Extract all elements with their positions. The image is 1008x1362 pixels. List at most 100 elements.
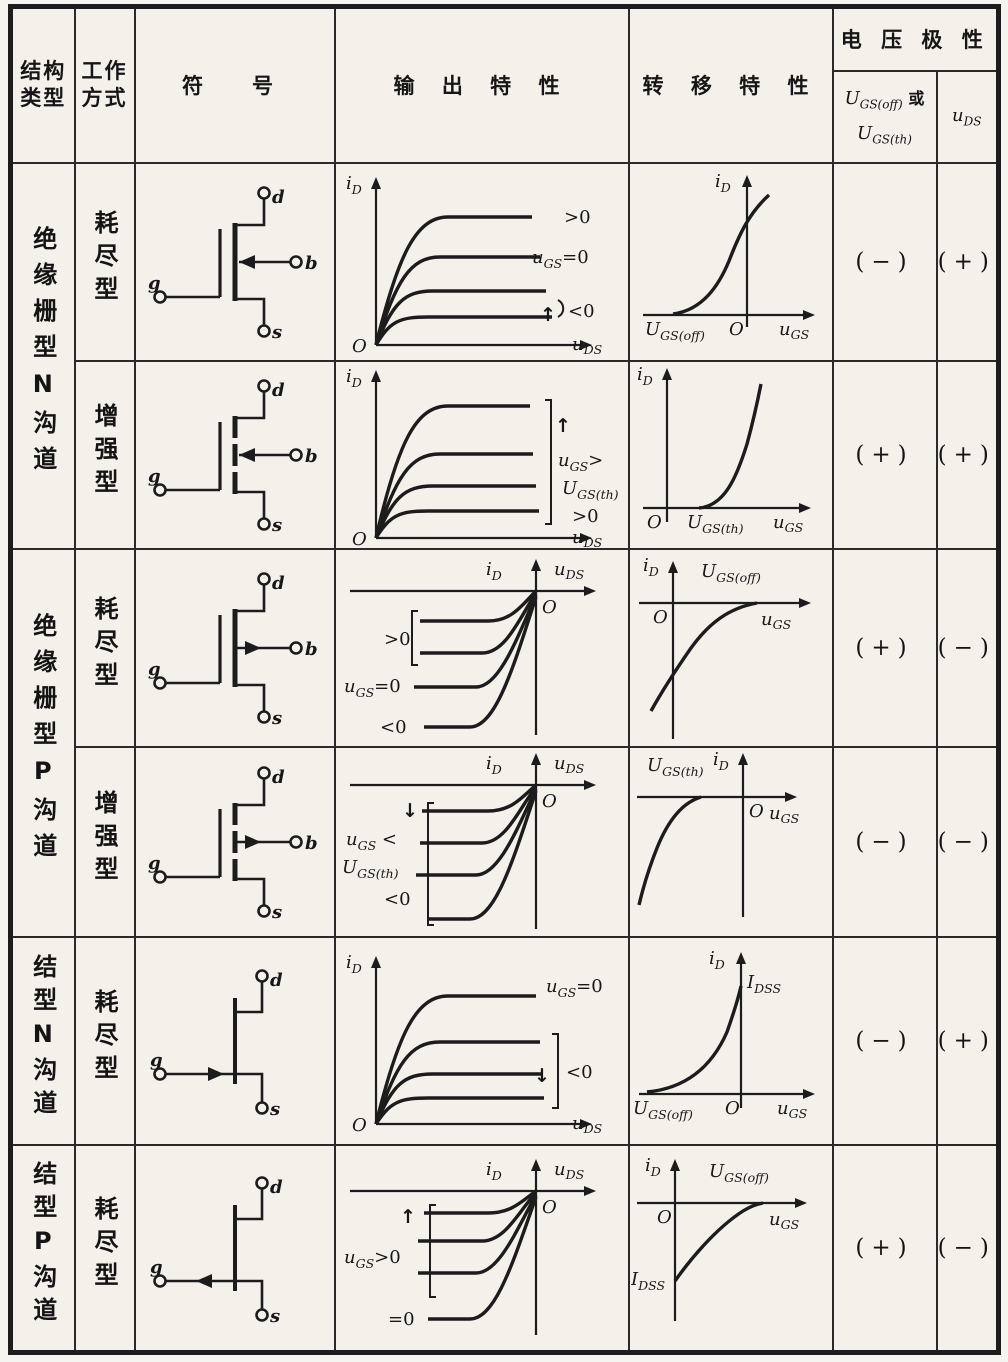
structure-type-cell: 结型P沟道 xyxy=(9,1143,76,1354)
or-label: 或 xyxy=(908,89,925,109)
curve-label: uGS=0 xyxy=(344,676,401,700)
x-axis-label: uGS xyxy=(761,609,791,632)
table-row: 增强型 d g s b xyxy=(11,745,1000,938)
mode-label: 增强型 xyxy=(90,790,118,889)
idss-label: IDSS xyxy=(631,1269,665,1293)
bracket xyxy=(426,801,434,926)
cutoff-voltage-label: UGS(off) xyxy=(701,561,761,585)
terminal-g-label: g xyxy=(148,466,161,487)
transfer-characteristic-graph: iD UGS(off) O uGS xyxy=(642,171,815,343)
transfer-characteristic-graph: iD O UGS(th) uGS xyxy=(637,364,811,536)
y-axis-label: iD xyxy=(637,364,653,388)
origin-label: O xyxy=(352,1115,367,1134)
x-axis-arrow-icon xyxy=(802,309,815,320)
curve xyxy=(646,985,743,1094)
transfer-characteristic-cell: iD UGS(off) O uGS xyxy=(627,161,834,362)
structure-type-cell: 绝缘栅型P沟道 xyxy=(9,547,76,938)
terminal-d-label: d xyxy=(272,380,285,401)
curve-label: uGS> xyxy=(558,450,603,474)
uds-polarity-cell: (+) xyxy=(935,161,1000,362)
pmos-depletion-symbol: d g s b xyxy=(148,571,317,727)
y-axis-label: iD xyxy=(709,948,725,972)
mode-label: 耗尽型 xyxy=(90,210,118,309)
curve-label: uGS>0 xyxy=(344,1247,401,1271)
curve-label: uGS < xyxy=(346,829,397,853)
y-axis-label: iD xyxy=(645,1155,661,1179)
curve-label: >0 xyxy=(564,207,591,228)
ugs-polarity-cell: (+) xyxy=(831,1143,938,1354)
ugs-th-label: UGS(th) xyxy=(857,122,912,147)
y-axis-label: iD xyxy=(346,173,362,197)
y-axis-label: iD xyxy=(486,753,502,777)
output-characteristic-graph: >0 uGS=0 <0 iD uDS O xyxy=(344,558,596,738)
x-axis-label: uDS xyxy=(554,1159,584,1182)
terminal-g-label: g xyxy=(148,853,161,874)
origin-label: O xyxy=(749,801,764,822)
origin-label: O xyxy=(542,1197,557,1218)
x-axis-label: uGS xyxy=(769,803,799,826)
structure-type-label: 结型P沟道 xyxy=(28,1161,57,1331)
mode-label: 耗尽型 xyxy=(90,596,118,695)
table-row: 绝缘栅型P沟道 耗尽型 d g s b xyxy=(9,547,1000,938)
transfer-characteristic-graph: iD IDSS UGS(off) O uGS xyxy=(633,948,815,1122)
curve-label: UGS(th) xyxy=(342,857,399,881)
terminal-d-label: d xyxy=(272,767,285,788)
symbol-cell: d g s xyxy=(133,1143,336,1354)
terminal-d-label: d xyxy=(272,187,285,208)
curve-label: >0 xyxy=(384,629,411,650)
output-characteristic-cell: ↑ uGS>0 =0 iD uDS O xyxy=(333,1143,630,1354)
curves xyxy=(373,403,539,539)
y-axis-label: iD xyxy=(486,1159,502,1183)
output-characteristic-graph: ↓ uGS < UGS(th) <0 iD uDS O xyxy=(342,752,596,929)
symbol-cell: d g s b xyxy=(133,547,336,748)
output-characteristic-cell: >0 uGS=0 <0 iD uDS O xyxy=(333,547,630,748)
curves xyxy=(373,993,544,1125)
terminal-b-label: b xyxy=(305,253,318,274)
mode-label: 耗尽型 xyxy=(90,989,118,1088)
y-axis-label: iD xyxy=(715,171,731,195)
header-operating-mode: 工作 方式 xyxy=(73,5,136,164)
cutoff-voltage-label: UGS(off) xyxy=(633,1098,693,1122)
transfer-characteristic-cell: iD UGS(off) O uGS IDSS xyxy=(627,1143,834,1354)
origin-label: O xyxy=(729,319,744,340)
nmos-enhancement-symbol: d g s b xyxy=(148,378,317,534)
transfer-characteristic-cell: iD IDSS UGS(off) O uGS xyxy=(627,935,834,1146)
mode-label: 耗尽型 xyxy=(90,1196,118,1296)
terminal-s-label: s xyxy=(271,708,282,727)
header-structure-line1: 结构 xyxy=(20,58,67,83)
curves xyxy=(417,1189,538,1321)
terminal-s-label: s xyxy=(269,1099,280,1120)
pjfet-symbol: d g s xyxy=(150,1175,283,1327)
table-row: 绝缘栅型N沟道 耗尽型 d g s b xyxy=(9,161,1000,550)
output-characteristic-graph: uGS=0 ↓ <0 iD uDS O xyxy=(346,952,603,1134)
x-axis-label: uDS xyxy=(572,527,602,548)
terminal-g-label: g xyxy=(148,659,161,680)
fet-characteristics-table: 结构 类型 工作 方式 符 号 输 出 特 性 转 移 特 性 电 压 极 性 … xyxy=(8,4,1001,1355)
y-axis-label: iD xyxy=(346,366,362,390)
ugs-polarity-cell: (−) xyxy=(831,161,938,362)
output-characteristic-graph: ↑ uGS>0 =0 iD uDS O xyxy=(344,1158,596,1335)
curves xyxy=(373,214,552,346)
header-structure-type: 结构 类型 xyxy=(9,5,76,164)
y-axis-label: iD xyxy=(486,559,502,583)
transfer-characteristic-graph: iD UGS(off) O uGS IDSS xyxy=(631,1155,807,1321)
terminal-d-label: d xyxy=(270,1177,283,1198)
brace xyxy=(556,298,564,318)
symbol-cell: d g s b xyxy=(133,161,336,362)
curve-label: <0 xyxy=(384,889,411,910)
output-characteristic-graph: >0 uGS=0 ↑ <0 iD uDS O xyxy=(346,173,602,355)
x-axis-label: uGS xyxy=(769,1209,799,1232)
terminal-s-label: s xyxy=(271,902,282,921)
terminal-s-label: s xyxy=(269,1306,280,1327)
cutoff-voltage-label: UGS(off) xyxy=(709,1161,769,1185)
symbol-lines xyxy=(152,765,303,918)
output-characteristic-graph: ↑ uGS> UGS(th) >0 iD uDS O xyxy=(346,366,619,548)
x-axis-label: uGS xyxy=(779,319,809,342)
y-axis-label: iD xyxy=(346,952,362,976)
header-ugs-threshold: UGS(off) 或 UGS(th) xyxy=(831,69,938,164)
terminal-g-label: g xyxy=(150,1050,163,1071)
curve xyxy=(673,1201,763,1282)
ugs-polarity-cell: (+) xyxy=(831,359,938,550)
up-arrow-icon: ↑ xyxy=(555,415,571,437)
